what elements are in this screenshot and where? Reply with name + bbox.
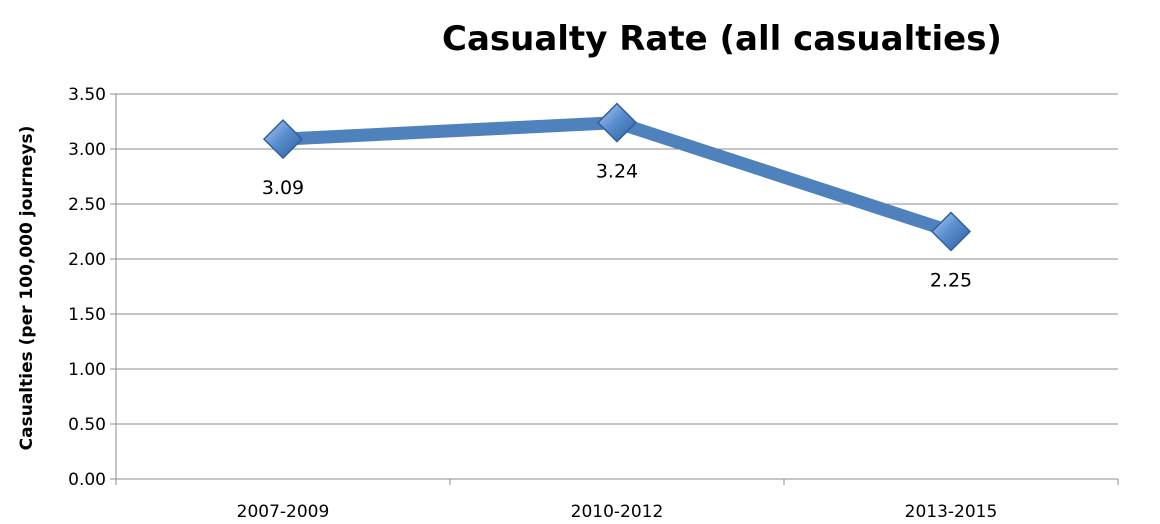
y-tick-label: 1.50 [68, 305, 106, 325]
data-labels: 3.09 3.24 2.25 [262, 161, 972, 292]
y-tick-label: 3.50 [68, 85, 106, 105]
data-label: 3.09 [262, 177, 304, 199]
x-tick-label: 2010-2012 [571, 502, 664, 522]
y-tick-label: 0.50 [68, 415, 106, 435]
x-tick-label: 2013-2015 [905, 502, 998, 522]
series-layer [262, 102, 972, 252]
y-axis-ticks: 0.00 0.50 1.00 1.50 2.00 2.50 3.00 3.50 [68, 85, 116, 490]
y-tick-label: 0.00 [68, 470, 106, 490]
y-tick-label: 2.00 [68, 250, 106, 270]
data-label: 2.25 [930, 270, 972, 292]
chart-title: Casualty Rate (all casualties) [442, 19, 1002, 59]
data-point-marker [262, 119, 304, 160]
y-tick-label: 1.00 [68, 360, 106, 380]
y-axis-label: Casualties (per 100,000 journeys) [17, 126, 37, 451]
data-label: 3.24 [596, 161, 638, 183]
data-point-marker [596, 102, 638, 143]
data-point-marker [930, 211, 972, 252]
x-tick-label: 2007-2009 [237, 502, 330, 522]
y-tick-label: 2.50 [68, 195, 106, 215]
x-axis-ticks: 2007-2009 2010-2012 2013-2015 [115, 479, 1119, 522]
y-tick-label: 3.00 [68, 140, 106, 160]
